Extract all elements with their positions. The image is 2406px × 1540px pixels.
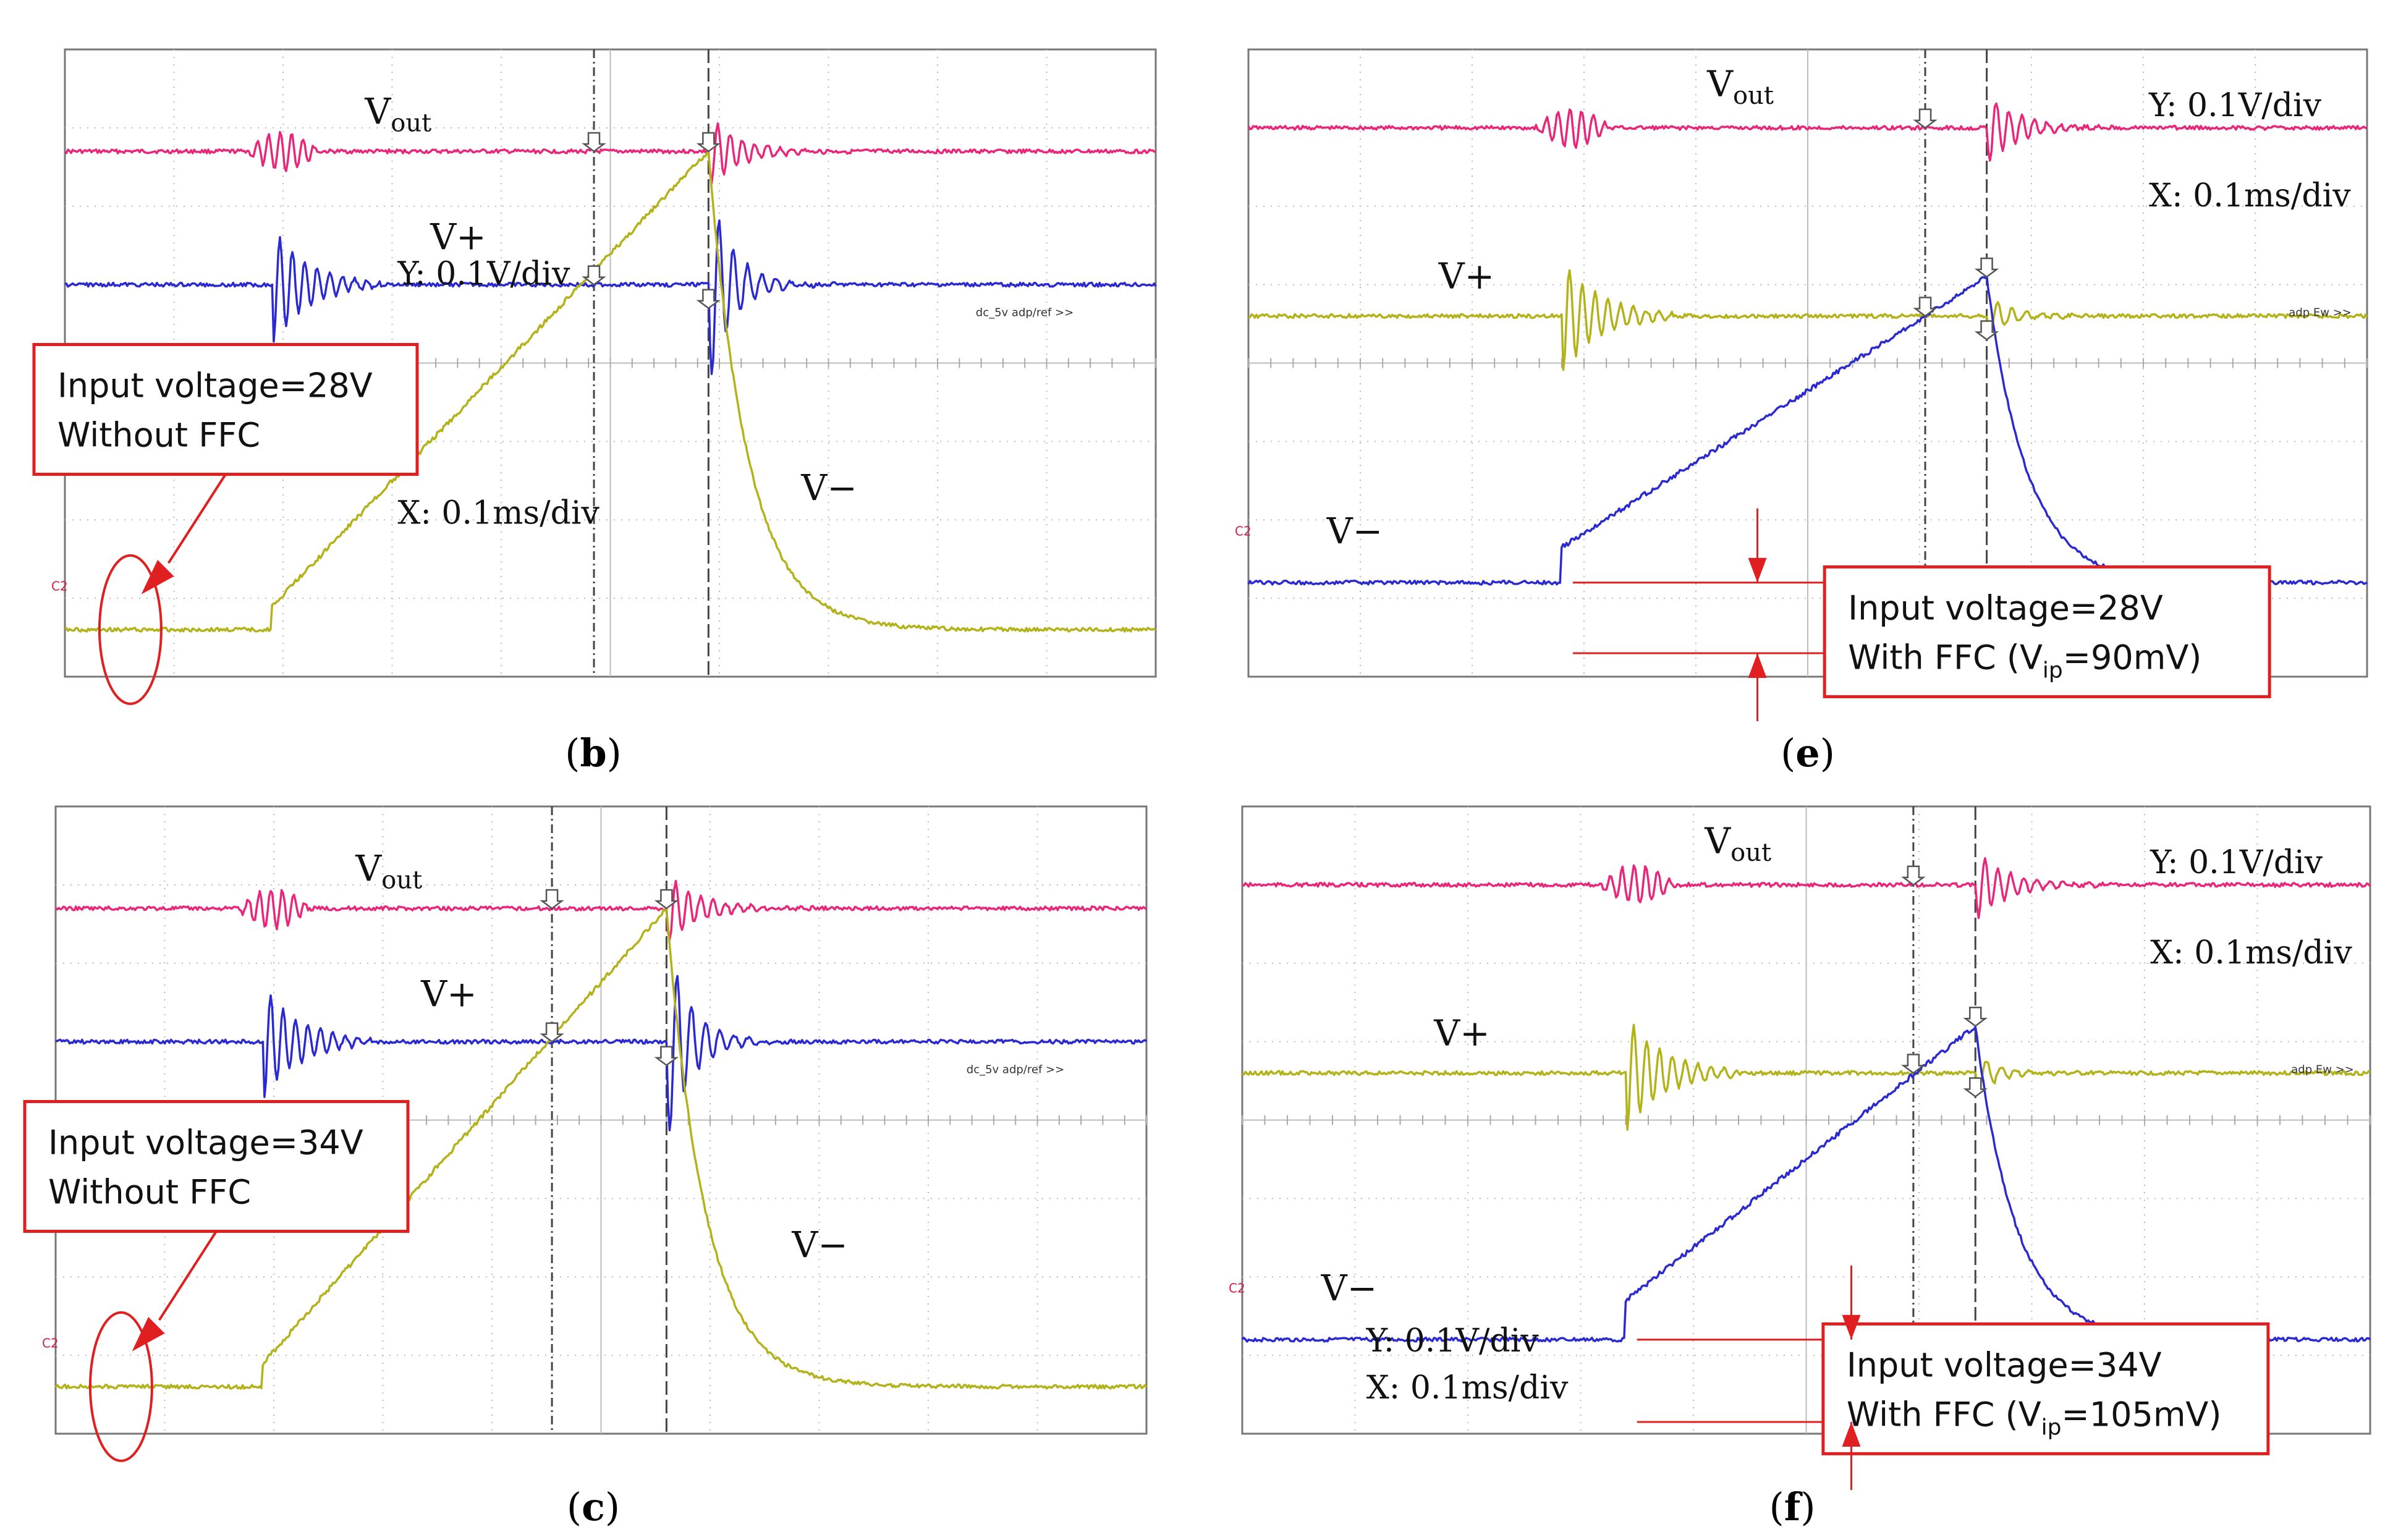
label-vminus: V− — [800, 467, 857, 509]
trace-vout — [64, 122, 1156, 185]
channel-tag: C2 — [1229, 1281, 1245, 1296]
annotation-line-1: Input voltage=34V — [1847, 1345, 2162, 1384]
arrow-head-icon — [1748, 653, 1767, 678]
cursor-marker-icon — [696, 132, 721, 153]
annotation-box — [1823, 565, 2271, 698]
cursor-marker-icon — [540, 889, 564, 910]
arrow-head-icon — [1842, 1314, 1861, 1340]
trace-vplus — [1248, 269, 2368, 371]
trace-vplus — [64, 219, 1157, 375]
scale-y-label: Y: 0.1V/div — [397, 256, 570, 293]
arrow-head-icon — [132, 1317, 165, 1352]
cursor-marker-icon — [1963, 1077, 1988, 1098]
cursor-marker-icon — [1963, 1007, 1988, 1027]
cursor-marker-icon — [654, 889, 679, 910]
channel-tag: C2 — [42, 1335, 59, 1350]
scale-x-label: X: 0.1ms/div — [397, 495, 599, 532]
trace-vplus — [55, 975, 1148, 1132]
cursor-marker-icon — [654, 1046, 679, 1067]
arrow-head-icon — [1748, 557, 1767, 583]
arrow-head-icon — [141, 560, 174, 594]
scope-tag: adp Ew >> — [2289, 306, 2352, 319]
scope-tag: adp Ew >> — [2291, 1063, 2354, 1076]
highlight-ellipse — [88, 1311, 153, 1462]
scope-tag: dc_5v adp/ref >> — [967, 1063, 1064, 1076]
highlight-ellipse — [98, 554, 163, 705]
arrow-head-icon — [1842, 1421, 1861, 1447]
panel-caption: (c) — [567, 1484, 620, 1529]
label-vminus: V− — [791, 1224, 847, 1266]
annotation-line-2: Without FFC — [48, 1173, 251, 1212]
annotation-box — [23, 1100, 410, 1233]
annotation-line-2: With FFC (Vip=105mV) — [1847, 1395, 2222, 1440]
label-vplus: V+ — [420, 973, 477, 1015]
cursor-marker-icon — [1901, 865, 1926, 886]
cursor-marker-icon — [1974, 320, 1999, 341]
annotation-line-2: With FFC (Vip=90mV) — [1848, 638, 2201, 683]
annotation-arrow — [158, 1230, 218, 1321]
panel-caption: (b) — [565, 730, 622, 776]
trace-vout — [1242, 857, 2371, 920]
panel-caption: (f) — [1769, 1484, 1815, 1529]
annotation-line-2: Without FFC — [57, 416, 260, 455]
label-vplus: V+ — [430, 216, 486, 258]
annotation-line-1: Input voltage=34V — [48, 1123, 363, 1162]
cursor-marker-icon — [696, 289, 721, 310]
panel-caption: (e) — [1781, 730, 1835, 776]
cursor-marker-icon — [1913, 108, 1938, 129]
cursor-marker-icon — [582, 265, 606, 286]
label-vplus: V+ — [1433, 1012, 1489, 1054]
annotation-line-1: Input voltage=28V — [1848, 588, 2163, 627]
cursor-marker-icon — [1901, 1054, 1926, 1074]
channel-tag: C2 — [1235, 524, 1252, 539]
scale-y-label: Y: 0.1V/div — [2150, 844, 2323, 881]
scale-x-label: X: 0.1ms/div — [2150, 934, 2352, 971]
annotation-arrow — [167, 473, 227, 564]
scale-x-label: X: 0.1ms/div — [2149, 177, 2351, 214]
channel-tag: C2 — [51, 578, 68, 593]
cursor-marker-icon — [1913, 297, 1938, 317]
annotation-box — [1821, 1322, 2270, 1455]
trace-vplus — [1242, 1023, 2371, 1131]
scale-y-label: Y: 0.1V/div — [2148, 87, 2322, 124]
scope-tag: dc_5v adp/ref >> — [976, 306, 1074, 319]
trace-vminus — [54, 907, 1148, 1390]
label-vminus: V− — [1326, 510, 1383, 552]
annotation-box — [32, 343, 419, 476]
cursor-marker-icon — [540, 1022, 564, 1043]
trace-vout — [54, 879, 1148, 941]
scale-x-label-2: X: 0.1ms/div — [1366, 1369, 1569, 1407]
annotation-line-1: Input voltage=28V — [57, 366, 373, 405]
trace-vminus — [64, 151, 1156, 633]
trace-vout — [1247, 102, 2368, 162]
label-vplus: V+ — [1438, 255, 1494, 297]
cursor-marker-icon — [1974, 257, 1999, 278]
scale-y-label-2: Y: 0.1V/div — [1366, 1322, 1540, 1360]
label-vminus: V− — [1321, 1267, 1377, 1309]
cursor-marker-icon — [582, 132, 606, 153]
